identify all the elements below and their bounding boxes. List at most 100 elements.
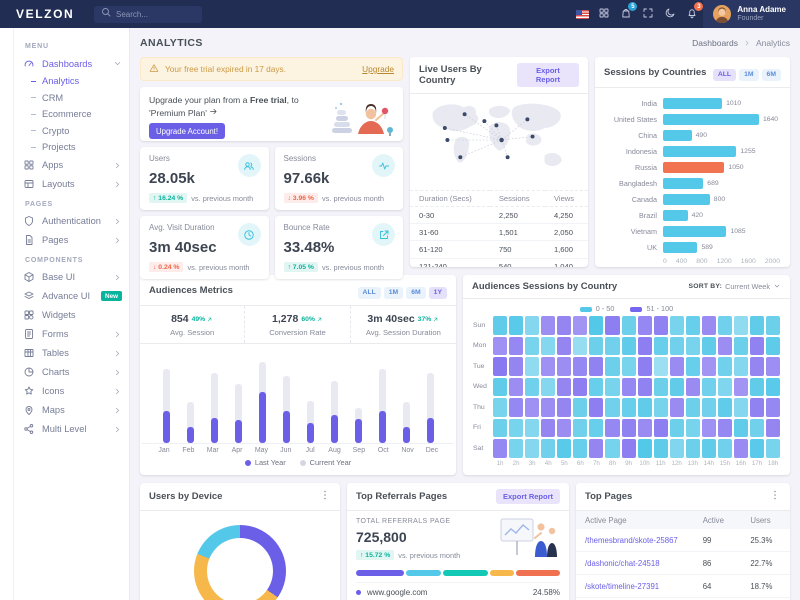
stat-label: Sessions: [283, 154, 316, 163]
heatmap-cell: [493, 377, 508, 396]
column-jul: [302, 400, 318, 443]
heatmap-cell: [766, 377, 781, 396]
sidebar-item-dashboards[interactable]: Dashboards: [23, 54, 122, 73]
fullscreen-button[interactable]: [637, 0, 659, 28]
apps-grid-button[interactable]: [593, 0, 615, 28]
sidebar-item-forms[interactable]: Forms: [23, 325, 122, 344]
search-box: [94, 5, 202, 23]
sidebar-item-advance-ui[interactable]: Advance UI New: [23, 287, 122, 306]
heatmap-cell: [605, 316, 620, 335]
sidebar-item-widgets[interactable]: Widgets: [23, 306, 122, 325]
top-pages-menu-button[interactable]: [769, 489, 781, 504]
heatmap-cell: [653, 418, 668, 437]
search-input[interactable]: [116, 9, 196, 19]
sidebar-item-apps[interactable]: Apps: [23, 156, 122, 175]
sessions-filter-1m[interactable]: 1M: [739, 68, 759, 81]
heatmap-cell: [493, 336, 508, 355]
users-by-device-title: Users by Device: [149, 491, 223, 502]
stat-label: Users: [149, 154, 170, 163]
trial-upgrade-link[interactable]: Upgrade: [362, 64, 394, 74]
heatmap-cell: [605, 398, 620, 417]
live-users-export-button[interactable]: Export Report: [516, 63, 579, 87]
audiences-filter-all[interactable]: ALL: [357, 286, 381, 299]
sort-by-label: SORT BY:: [688, 283, 723, 290]
upgrade-account-button[interactable]: Upgrade Account!: [149, 123, 225, 140]
sidebar-subitem-analytics[interactable]: Analytics: [23, 73, 122, 90]
sidebar-item-layouts[interactable]: Layouts: [23, 175, 122, 194]
stat-note: vs. previous month: [187, 262, 250, 272]
referrals-delta-badge: ↑ 15.72 %: [356, 550, 395, 560]
heatmap-cell: [573, 439, 588, 458]
sidebar-subitem-projects[interactable]: Projects: [23, 139, 122, 156]
topbar-actions: 5 3 Anna Adame Founder: [571, 0, 800, 28]
stat-icon-circle: [237, 154, 261, 177]
upgrade-text: Upgrade your plan from a Free trial, to …: [149, 95, 299, 118]
heatmap-cell: [669, 439, 684, 458]
new-badge: New: [101, 291, 122, 301]
sidebar-subitem-ecommerce[interactable]: Ecommerce: [23, 106, 122, 123]
apps-icon: [24, 160, 34, 170]
share-icon: [24, 424, 34, 434]
heatmap-cell: [733, 377, 748, 396]
logo[interactable]: VELZON: [16, 7, 75, 21]
heatmap-cell: [525, 377, 540, 396]
top-referrals-export-button[interactable]: Export Report: [495, 489, 560, 504]
sidebar-subitem-crypto[interactable]: Crypto: [23, 123, 122, 140]
sidebar-subitem-label: Crypto: [42, 125, 70, 136]
dash-icon: [31, 97, 36, 99]
audiences-filter-1m[interactable]: 1M: [383, 286, 404, 299]
heatmap-row-sat: Sat: [473, 439, 781, 458]
sidebar-subitem-crm[interactable]: CRM: [23, 90, 122, 107]
dash-icon: [31, 80, 36, 82]
dark-mode-button[interactable]: [659, 0, 681, 28]
notifications-button[interactable]: 3: [681, 0, 704, 28]
heatmap-cell: [573, 418, 588, 437]
table-row: /skote/timeline-27391 64 18.7%: [576, 574, 790, 598]
language-button[interactable]: [571, 0, 593, 28]
referral-row-www-google-com: www.google.com 24.58%: [356, 582, 560, 600]
page-link[interactable]: /themesbrand/skote-25867: [585, 535, 678, 545]
user-name: Anna Adame: [737, 4, 786, 14]
sidebar-item-authentication[interactable]: Authentication: [23, 212, 122, 231]
sidebar-item-maps[interactable]: Maps: [23, 401, 122, 420]
audiences-filter-6m[interactable]: 6M: [406, 286, 426, 299]
sidebar-item-tables[interactable]: Tables: [23, 344, 122, 363]
heatmap-cell: [653, 316, 668, 335]
sidebar-item-multi-level[interactable]: Multi Level: [23, 420, 122, 439]
breadcrumb-dashboards[interactable]: Dashboards: [692, 38, 738, 48]
heatmap-cell: [733, 357, 748, 376]
page-link[interactable]: /dashonic/chat-24518: [585, 558, 660, 568]
users-icon: [244, 161, 254, 170]
heatmap-cell: [573, 357, 588, 376]
sessions-filter-group: ALL 1M 6M: [710, 63, 781, 81]
sidebar-item-base-ui[interactable]: Base UI: [23, 268, 122, 287]
sort-by-dropdown[interactable]: SORT BY: Current Week: [689, 282, 781, 292]
cart-button[interactable]: 5: [615, 0, 638, 28]
bar: [663, 145, 737, 157]
layers-icon: [24, 291, 34, 299]
page-link[interactable]: /skote/timeline-27391: [585, 581, 660, 591]
total-referrals-value: 725,800: [356, 529, 407, 545]
audiences-chart-months: Jan Feb Mar Apr May Jun Jul Aug Sep Oct Nov Dec: [158, 447, 439, 454]
user-menu[interactable]: Anna Adame Founder: [703, 0, 800, 28]
search-icon: [102, 8, 111, 17]
sidebar-item-pages[interactable]: Pages: [23, 231, 122, 250]
dots-vertical-icon: [774, 490, 776, 500]
heatmap-cell: [557, 398, 572, 417]
sessions-filter-all[interactable]: ALL: [712, 68, 737, 81]
bar-row-canada: Canada 800: [631, 193, 726, 205]
audiences-filter-1y[interactable]: 1Y: [428, 286, 447, 299]
device-donut-chart: [194, 525, 286, 600]
sessions-filter-6m[interactable]: 6M: [761, 68, 781, 81]
sidebar-item-icons[interactable]: Icons: [23, 382, 122, 401]
warning-icon: [149, 63, 159, 75]
users-by-device-menu-button[interactable]: [319, 489, 331, 504]
sidebar-item-charts[interactable]: Charts: [23, 363, 122, 382]
sidebar-section-pages: PAGES: [25, 200, 53, 208]
heatmap-cell: [750, 398, 765, 417]
breadcrumb-separator-icon: [743, 39, 751, 47]
sidebar-nav: MENU Dashboards Analytics CRM Ecommerce Crypt…: [14, 28, 129, 600]
sidebar-item-label: Dashboards: [42, 58, 93, 69]
heatmap-cell: [750, 316, 765, 335]
chevron-right-icon: [116, 350, 119, 356]
